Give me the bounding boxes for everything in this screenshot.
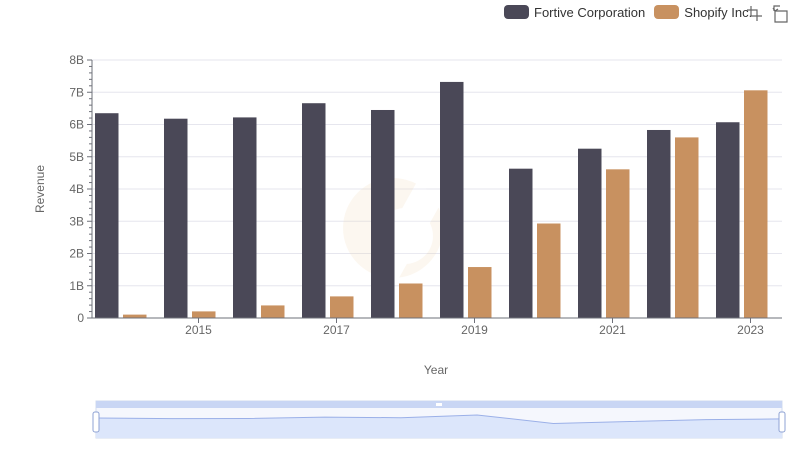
legend-item-fortive[interactable]: Fortive Corporation — [504, 5, 645, 20]
zoom-icon[interactable] — [746, 5, 764, 23]
y-tick-label: 2B — [69, 247, 84, 261]
x-tick-label: 2017 — [323, 323, 350, 337]
y-tick-label: 5B — [69, 150, 84, 164]
bar-fortive-2021[interactable] — [578, 148, 602, 318]
y-tick-label: 8B — [69, 53, 84, 67]
bar-shopify-2016[interactable] — [261, 305, 285, 318]
bar-fortive-2016[interactable] — [233, 117, 257, 318]
legend-swatch — [654, 5, 680, 19]
bar-fortive-2023[interactable] — [716, 122, 740, 319]
bar-fortive-2015[interactable] — [164, 118, 188, 318]
bars — [95, 81, 768, 319]
bar-shopify-2023[interactable] — [744, 90, 768, 318]
bar-shopify-2015[interactable] — [192, 311, 216, 318]
bar-shopify-2017[interactable] — [330, 296, 354, 318]
chart-toolbox — [746, 5, 796, 23]
bar-shopify-2019[interactable] — [468, 267, 492, 318]
x-axis-title: Year — [424, 363, 448, 377]
bar-fortive-2019[interactable] — [440, 81, 464, 319]
zoom-handle-left[interactable] — [92, 411, 100, 433]
bar-shopify-2014[interactable] — [123, 314, 147, 318]
y-tick-label: 7B — [69, 85, 84, 99]
chart-legend: Fortive Corporation Shopify Inc. — [504, 3, 761, 21]
y-tick-label: 3B — [69, 214, 84, 228]
bar-shopify-2022[interactable] — [675, 137, 699, 318]
reset-zoom-icon[interactable] — [771, 5, 789, 23]
bar-shopify-2021[interactable] — [606, 169, 630, 318]
x-tick-label: 2023 — [737, 323, 764, 337]
y-tick-label: 1B — [69, 279, 84, 293]
zoom-grip-icon — [436, 403, 442, 406]
x-tick-label: 2019 — [461, 323, 488, 337]
zoom-preview-line — [95, 414, 783, 424]
y-tick-label: 6B — [69, 118, 84, 132]
y-axis-title: Revenue — [33, 165, 47, 213]
bar-fortive-2020[interactable] — [509, 168, 533, 318]
zoom-handle-right[interactable] — [778, 411, 786, 433]
legend-swatch — [504, 5, 529, 19]
axes: 0 1B 2B 3B 4B 5B 6B 7B 8B 2015 2017 2019 2021 2023 — [69, 53, 782, 337]
bar-fortive-2017[interactable] — [302, 103, 326, 318]
x-tick-label: 2021 — [599, 323, 626, 337]
data-zoom-slider — [92, 400, 786, 439]
bar-shopify-2020[interactable] — [537, 223, 561, 318]
zoom-preview-area — [96, 415, 782, 438]
bar-shopify-2018[interactable] — [399, 283, 423, 318]
bar-fortive-2022[interactable] — [647, 129, 671, 318]
y-tick-label: 4B — [69, 182, 84, 196]
y-tick-label: 0 — [77, 311, 84, 325]
legend-item-shopify[interactable]: Shopify Inc. — [654, 5, 752, 20]
bar-fortive-2018[interactable] — [371, 109, 395, 318]
legend-label: Fortive Corporation — [534, 4, 646, 20]
bar-fortive-2014[interactable] — [95, 113, 119, 319]
x-tick-label: 2015 — [185, 323, 212, 337]
legend-label: Shopify Inc. — [684, 4, 753, 20]
